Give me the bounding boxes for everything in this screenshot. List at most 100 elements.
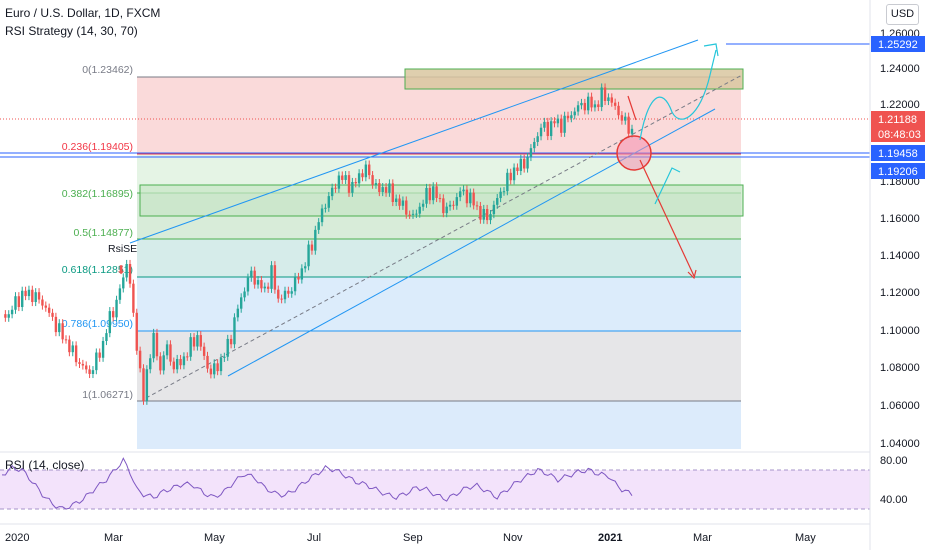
y-tick: 1.12000 bbox=[880, 287, 920, 299]
y-tick: 1.04000 bbox=[880, 438, 920, 450]
candle-body bbox=[492, 204, 496, 215]
candle-body bbox=[68, 339, 71, 353]
candle-body bbox=[573, 111, 576, 116]
candle-body bbox=[37, 292, 41, 300]
time-axis[interactable]: 2020 Mar May Jul Sep Nov 2021 Mar May bbox=[0, 523, 870, 544]
candle-body bbox=[597, 104, 600, 108]
candle-body bbox=[125, 263, 128, 278]
candle-body bbox=[115, 299, 118, 318]
candle-body bbox=[405, 200, 408, 215]
candle-body bbox=[219, 357, 223, 372]
candle-body bbox=[516, 167, 519, 172]
candle-body bbox=[522, 158, 526, 169]
bearish-arrow-head-icon bbox=[687, 269, 697, 280]
candle-body bbox=[314, 229, 317, 251]
candle-body bbox=[149, 358, 152, 370]
candle-body bbox=[533, 141, 536, 149]
candle-body bbox=[128, 263, 132, 284]
candle-body bbox=[421, 203, 425, 207]
candle-body bbox=[165, 344, 169, 356]
candle-body bbox=[317, 222, 320, 230]
candle-body bbox=[91, 370, 95, 374]
candle-body bbox=[580, 102, 583, 106]
candle-body bbox=[95, 352, 98, 371]
candle-body bbox=[613, 102, 617, 106]
candle-body bbox=[458, 191, 462, 198]
candle-body bbox=[85, 365, 88, 370]
fib-label-0: 0(1.23462) bbox=[82, 64, 133, 76]
candle-body bbox=[408, 214, 411, 216]
candle-body bbox=[556, 118, 560, 124]
candle-body bbox=[44, 305, 47, 308]
candle-body bbox=[270, 265, 273, 289]
bearish-forecast-arrow bbox=[639, 159, 695, 277]
x-tick: Nov bbox=[503, 532, 523, 544]
x-tick: Mar bbox=[693, 532, 712, 544]
rsi-title: RSI (14, close) bbox=[5, 458, 85, 472]
candle-body bbox=[71, 345, 74, 353]
candle-body bbox=[101, 341, 105, 358]
candle-body bbox=[445, 206, 448, 214]
candle-body bbox=[263, 286, 266, 289]
x-tick: May bbox=[204, 532, 225, 544]
candle-body bbox=[610, 97, 613, 103]
strategy-label[interactable]: RSI Strategy (14, 30, 70) bbox=[5, 24, 138, 38]
candle-body bbox=[539, 127, 543, 137]
candle-body bbox=[239, 297, 243, 309]
support-zone-box[interactable] bbox=[139, 184, 744, 217]
resistance-zone-box[interactable] bbox=[404, 68, 744, 90]
candle-body bbox=[132, 283, 135, 313]
candle-body bbox=[526, 156, 529, 169]
price-axis[interactable]: 1.26000 1.24000 1.22000 1.18000 1.16000 … bbox=[869, 0, 925, 550]
candle-body bbox=[354, 181, 357, 184]
candle-body bbox=[502, 191, 506, 193]
price-badge-level-2 bbox=[871, 163, 925, 179]
candle-body bbox=[512, 167, 516, 181]
symbol-title: Euro / U.S. Dollar, 1D, FXCM bbox=[5, 6, 161, 20]
candle-body bbox=[566, 115, 570, 119]
price-badge-level-1-text: 1.19458 bbox=[878, 148, 918, 160]
price-badge-target bbox=[871, 36, 925, 52]
candle-body bbox=[266, 286, 270, 289]
candle-body bbox=[310, 244, 314, 251]
candle-body bbox=[64, 339, 68, 341]
candle-body bbox=[374, 183, 378, 185]
candle-body bbox=[368, 164, 371, 176]
x-tick: Mar bbox=[104, 532, 123, 544]
candle-body bbox=[172, 361, 176, 370]
candle-body bbox=[334, 187, 337, 189]
candle-body bbox=[543, 121, 546, 128]
candle-body bbox=[361, 173, 364, 178]
candle-body bbox=[105, 333, 108, 342]
candle-body bbox=[553, 121, 556, 124]
rsi-tick: 40.00 bbox=[880, 494, 908, 506]
candle-body bbox=[475, 205, 479, 207]
candle-body bbox=[54, 316, 58, 333]
bullish-small-arrow bbox=[654, 167, 681, 205]
candle-body bbox=[24, 290, 27, 297]
x-tick: May bbox=[795, 532, 816, 544]
forecast-drawings[interactable] bbox=[616, 43, 870, 280]
fib-zone-5-618 bbox=[137, 239, 741, 277]
y-tick: 1.24000 bbox=[880, 63, 920, 75]
currency-button[interactable]: USD bbox=[886, 4, 919, 25]
candle-body bbox=[81, 363, 85, 366]
y-tick: 1.14000 bbox=[880, 250, 920, 262]
candle-body bbox=[617, 105, 620, 116]
candle-body bbox=[7, 314, 10, 318]
candle-body bbox=[347, 175, 351, 193]
channel-mid-dashed-line bbox=[145, 74, 743, 399]
candle-body bbox=[74, 345, 78, 363]
candle-body bbox=[226, 338, 229, 357]
candle-body bbox=[233, 317, 236, 345]
candle-body bbox=[307, 244, 310, 267]
candle-body bbox=[182, 356, 186, 366]
rsi-panel[interactable] bbox=[0, 451, 870, 510]
rsi-signal-arrow-icon: ⬇ bbox=[116, 263, 126, 277]
candle-body bbox=[297, 276, 300, 280]
candle-body bbox=[509, 172, 512, 181]
candle-body bbox=[462, 189, 465, 192]
x-tick: Sep bbox=[403, 532, 423, 544]
x-tick: 2021 bbox=[598, 532, 622, 544]
